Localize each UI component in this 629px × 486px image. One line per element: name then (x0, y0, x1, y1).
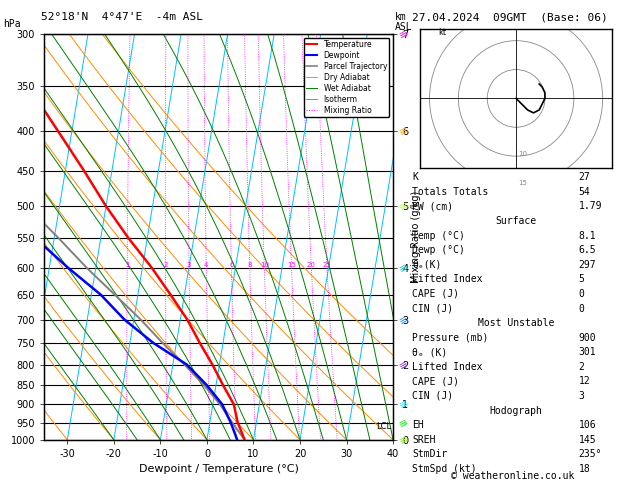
Text: ≡: ≡ (398, 398, 410, 411)
Text: 20: 20 (307, 261, 316, 268)
Text: 297: 297 (579, 260, 596, 270)
Text: ≡: ≡ (398, 261, 410, 274)
Text: 52°18'N  4°47'E  -4m ASL: 52°18'N 4°47'E -4m ASL (41, 12, 203, 22)
Text: 6.5: 6.5 (579, 245, 596, 255)
Text: Temp (°C): Temp (°C) (412, 230, 465, 241)
Text: Dewp (°C): Dewp (°C) (412, 245, 465, 255)
Text: CIN (J): CIN (J) (412, 391, 453, 401)
Text: 12: 12 (579, 376, 591, 386)
Text: 6: 6 (229, 261, 233, 268)
Text: 25: 25 (323, 261, 331, 268)
Text: ASL: ASL (395, 22, 413, 32)
Text: CAPE (J): CAPE (J) (412, 289, 459, 299)
Text: 301: 301 (579, 347, 596, 357)
Text: Hodograph: Hodograph (489, 405, 542, 416)
Text: PW (cm): PW (cm) (412, 201, 453, 211)
Text: 54: 54 (579, 187, 591, 197)
Text: ≡: ≡ (398, 416, 410, 429)
Text: 15: 15 (287, 261, 296, 268)
Text: 3: 3 (579, 391, 584, 401)
Text: CIN (J): CIN (J) (412, 303, 453, 313)
Text: Totals Totals: Totals Totals (412, 187, 488, 197)
Text: 10: 10 (260, 261, 269, 268)
Text: 235°: 235° (579, 449, 602, 459)
Text: Lifted Index: Lifted Index (412, 362, 482, 372)
Text: CAPE (J): CAPE (J) (412, 376, 459, 386)
Text: 8.1: 8.1 (579, 230, 596, 241)
Text: ≡: ≡ (398, 358, 410, 371)
Text: Surface: Surface (495, 216, 537, 226)
Text: 0: 0 (579, 303, 584, 313)
Y-axis label: Mixing Ratio (g/kg): Mixing Ratio (g/kg) (411, 191, 421, 283)
Text: EH: EH (412, 420, 424, 430)
Text: 1.79: 1.79 (579, 201, 602, 211)
Text: 0: 0 (579, 289, 584, 299)
Text: 2: 2 (164, 261, 168, 268)
Text: 27.04.2024  09GMT  (Base: 06): 27.04.2024 09GMT (Base: 06) (412, 12, 608, 22)
Text: 27: 27 (579, 172, 591, 182)
Text: ≡: ≡ (398, 27, 410, 41)
Text: ≡: ≡ (398, 313, 410, 326)
X-axis label: Dewpoint / Temperature (°C): Dewpoint / Temperature (°C) (138, 465, 299, 474)
Text: ≡: ≡ (398, 200, 410, 213)
Text: ≡: ≡ (398, 433, 410, 447)
Text: 900: 900 (579, 332, 596, 343)
Text: © weatheronline.co.uk: © weatheronline.co.uk (451, 471, 574, 481)
Text: 5: 5 (579, 274, 584, 284)
Text: θₑ (K): θₑ (K) (412, 347, 447, 357)
Text: 2: 2 (579, 362, 584, 372)
Text: LCL: LCL (377, 421, 392, 431)
Text: 15: 15 (518, 180, 526, 186)
Text: θₑ(K): θₑ(K) (412, 260, 442, 270)
Text: K: K (412, 172, 418, 182)
Text: Lifted Index: Lifted Index (412, 274, 482, 284)
Text: 145: 145 (579, 434, 596, 445)
Legend: Temperature, Dewpoint, Parcel Trajectory, Dry Adiabat, Wet Adiabat, Isotherm, Mi: Temperature, Dewpoint, Parcel Trajectory… (304, 38, 389, 117)
Text: 10: 10 (518, 151, 527, 157)
Text: 106: 106 (579, 420, 596, 430)
Text: hPa: hPa (3, 19, 21, 30)
Text: 3: 3 (187, 261, 191, 268)
Text: Pressure (mb): Pressure (mb) (412, 332, 488, 343)
Text: Most Unstable: Most Unstable (477, 318, 554, 328)
Text: 4: 4 (204, 261, 208, 268)
Text: StmDir: StmDir (412, 449, 447, 459)
Text: 1: 1 (125, 261, 130, 268)
Text: 8: 8 (247, 261, 252, 268)
Text: StmSpd (kt): StmSpd (kt) (412, 464, 477, 474)
Text: ≡: ≡ (398, 124, 410, 138)
Text: SREH: SREH (412, 434, 435, 445)
Text: kt: kt (438, 28, 447, 37)
Text: km: km (395, 12, 407, 22)
Text: 18: 18 (579, 464, 591, 474)
